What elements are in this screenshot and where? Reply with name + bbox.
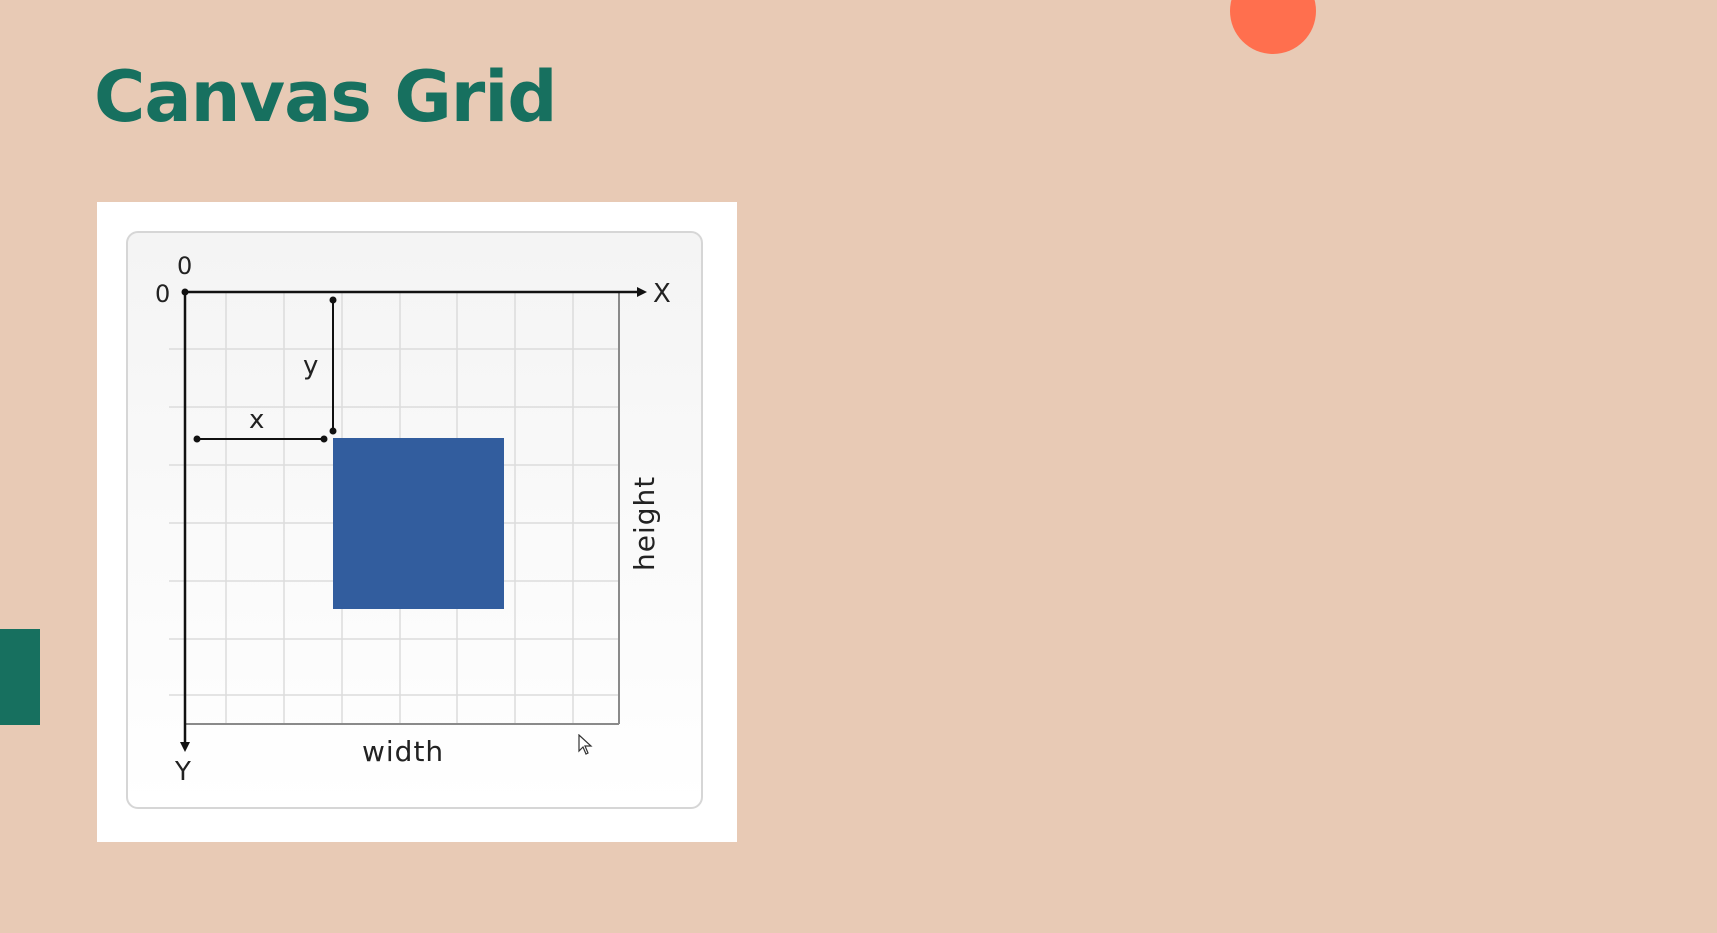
- height-label: height: [628, 476, 661, 571]
- y-axis-label: Y: [174, 757, 191, 787]
- mouse-pointer-icon: [578, 734, 593, 755]
- drawn-rectangle: [333, 438, 504, 609]
- width-label: width: [362, 735, 444, 768]
- origin-point: [181, 288, 189, 296]
- x-axis-label: X: [653, 279, 671, 309]
- origin-x-label: 0: [177, 252, 192, 280]
- x-axis-arrow: [637, 287, 647, 297]
- grid-lines: [169, 292, 619, 724]
- axes: [183, 290, 637, 742]
- canvas-grid-diagram: 0 0 X Y x y width height: [155, 252, 671, 787]
- y-offset-label: y: [303, 351, 318, 381]
- x-offset-label: x: [249, 405, 264, 435]
- origin-y-label: 0: [155, 280, 170, 308]
- slide-title: Canvas Grid: [94, 56, 557, 138]
- decorative-bar: [0, 629, 40, 725]
- canvas-grid-figure: 0 0 X Y x y width height: [97, 202, 737, 842]
- grid-border: [185, 292, 620, 725]
- offset-endpoints: [193, 296, 337, 443]
- decorative-circle: [1230, 0, 1316, 54]
- y-axis-arrow: [180, 742, 190, 752]
- offset-markers: [197, 300, 334, 440]
